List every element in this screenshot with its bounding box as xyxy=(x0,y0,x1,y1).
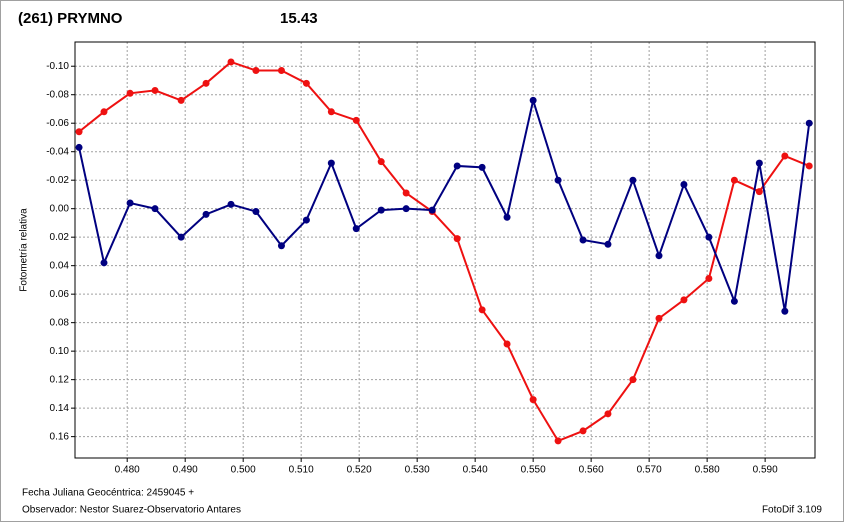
x-tick-label: 0.540 xyxy=(463,465,488,476)
y-tick-label: 0.04 xyxy=(50,260,70,271)
data-point xyxy=(655,314,663,322)
x-tick-label: 0.590 xyxy=(753,465,778,476)
data-point xyxy=(151,205,159,213)
data-point xyxy=(478,163,486,171)
data-point xyxy=(781,307,789,315)
x-tick-label: 0.570 xyxy=(637,465,662,476)
x-tick-label: 0.550 xyxy=(521,465,546,476)
y-tick-label: -0.10 xyxy=(46,61,69,72)
y-tick-label: 0.14 xyxy=(50,403,70,414)
data-point xyxy=(126,199,134,207)
data-point xyxy=(453,162,461,170)
data-point xyxy=(554,437,562,445)
data-point xyxy=(227,58,235,66)
data-point xyxy=(377,206,385,214)
data-point xyxy=(177,233,185,241)
data-point xyxy=(730,176,738,184)
data-point xyxy=(100,259,108,267)
y-tick-label: 0.16 xyxy=(50,431,70,442)
data-point xyxy=(402,189,410,197)
x-axis-label: Fecha Juliana Geocéntrica: 2459045 + xyxy=(22,488,194,499)
data-point xyxy=(352,116,360,124)
y-axis-label: Fotometría relativa xyxy=(19,208,30,292)
data-point xyxy=(252,66,260,74)
data-point xyxy=(629,176,637,184)
data-point xyxy=(478,306,486,314)
data-point xyxy=(252,208,260,216)
series-line xyxy=(78,60,810,443)
data-point xyxy=(202,79,210,87)
data-point xyxy=(705,274,713,282)
data-point xyxy=(302,79,310,87)
y-tick-label: 0.10 xyxy=(50,346,70,357)
data-point xyxy=(705,233,713,241)
y-tick-label: 0.02 xyxy=(50,232,70,243)
data-point xyxy=(730,297,738,305)
data-point xyxy=(126,89,134,97)
data-point xyxy=(579,236,587,244)
software-note: FotoDif 3.109 xyxy=(762,505,822,516)
x-tick-label: 0.500 xyxy=(231,465,256,476)
observer-note: Observador: Nestor Suarez-Observatorio A… xyxy=(22,505,241,516)
data-point xyxy=(629,376,637,384)
data-point xyxy=(503,340,511,348)
data-point xyxy=(177,96,185,104)
data-point xyxy=(805,119,813,127)
data-point xyxy=(805,162,813,170)
data-point xyxy=(352,225,360,233)
data-point xyxy=(781,152,789,160)
x-tick-label: 0.480 xyxy=(115,465,140,476)
data-point xyxy=(453,235,461,243)
data-point xyxy=(151,86,159,94)
data-point xyxy=(327,159,335,167)
data-point xyxy=(75,143,83,151)
data-point xyxy=(327,108,335,116)
x-tick-label: 0.520 xyxy=(347,465,372,476)
data-point xyxy=(402,205,410,213)
data-point xyxy=(428,206,436,214)
data-point xyxy=(277,66,285,74)
series-line xyxy=(78,96,811,312)
data-point xyxy=(655,252,663,260)
x-tick-label: 0.510 xyxy=(289,465,314,476)
x-tick-label: 0.530 xyxy=(405,465,430,476)
data-point xyxy=(202,210,210,218)
y-tick-label: -0.02 xyxy=(46,175,69,186)
y-tick-label: 0.06 xyxy=(50,289,70,300)
data-point xyxy=(755,188,763,196)
data-point xyxy=(604,410,612,418)
data-point xyxy=(503,213,511,221)
y-tick-label: -0.08 xyxy=(46,89,69,100)
y-tick-label: -0.04 xyxy=(46,146,69,157)
x-tick-label: 0.490 xyxy=(173,465,198,476)
data-point xyxy=(529,96,537,104)
x-tick-label: 0.580 xyxy=(695,465,720,476)
data-point xyxy=(554,176,562,184)
data-point xyxy=(680,180,688,188)
y-tick-label: 0.12 xyxy=(50,374,70,385)
data-point xyxy=(227,200,235,208)
chart-subtitle: 15.43 xyxy=(280,10,318,27)
data-point xyxy=(755,159,763,167)
data-point xyxy=(302,216,310,224)
data-point xyxy=(529,396,537,404)
x-tick-label: 0.560 xyxy=(579,465,604,476)
plot-frame xyxy=(74,41,816,459)
y-tick-label: 0.08 xyxy=(50,317,70,328)
chart-title: (261) PRYMNO xyxy=(18,10,123,27)
y-tick-label: -0.06 xyxy=(46,118,69,129)
data-point xyxy=(75,128,83,136)
data-point xyxy=(377,158,385,166)
data-point xyxy=(680,296,688,304)
data-point xyxy=(100,108,108,116)
y-tick-label: 0.00 xyxy=(50,203,70,214)
data-point xyxy=(604,240,612,248)
data-point xyxy=(277,242,285,250)
data-point xyxy=(579,427,587,435)
